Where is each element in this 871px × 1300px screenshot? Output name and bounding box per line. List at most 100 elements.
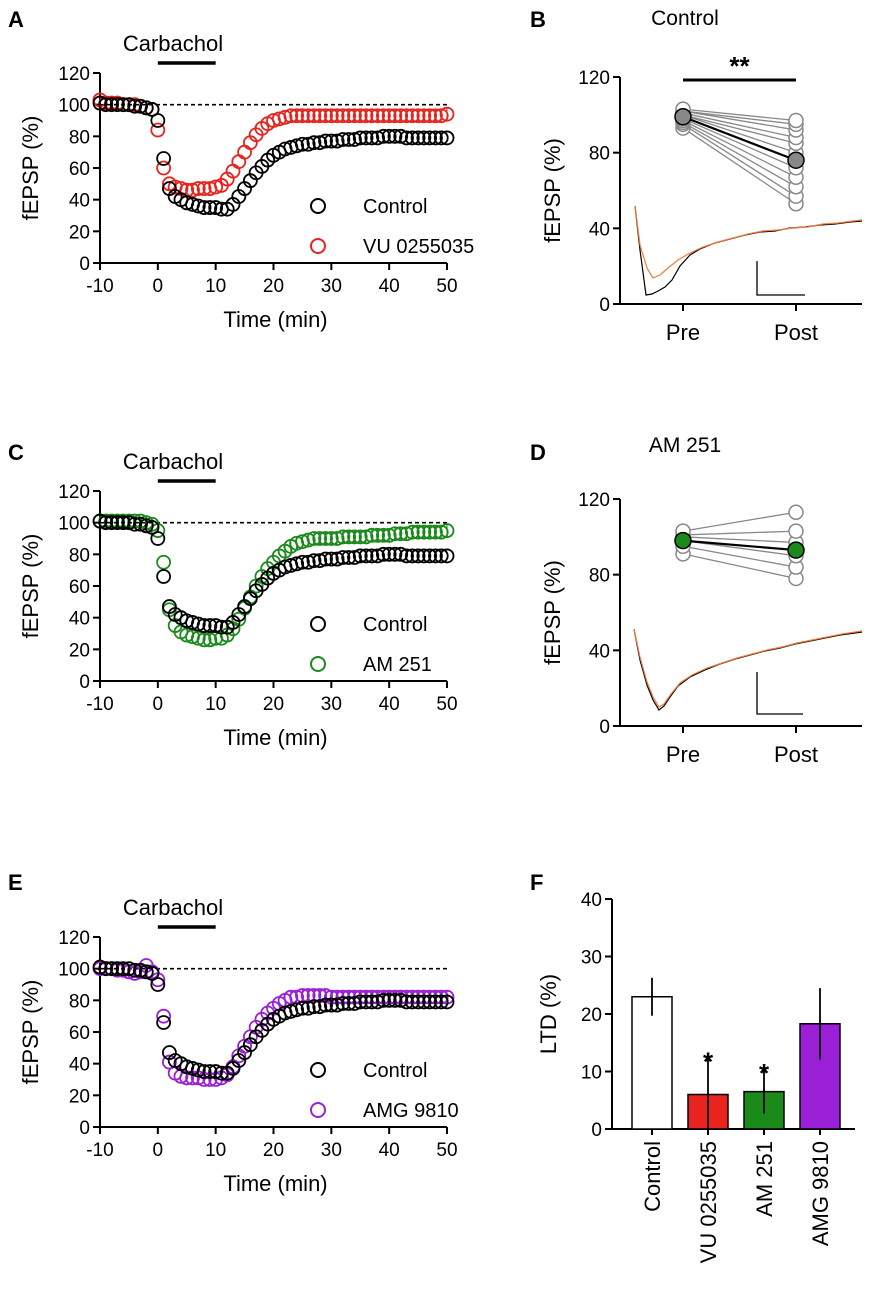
- y-tick-label: 120: [578, 68, 610, 89]
- data-point: [433, 130, 449, 146]
- y-tick-label: 40: [69, 609, 90, 630]
- legend-marker-drug: [310, 238, 326, 254]
- x-tick-label: 0: [153, 1140, 164, 1161]
- data-point: [439, 548, 455, 564]
- mean-point-pre: [674, 531, 692, 550]
- data-point: [358, 108, 374, 124]
- mean-line: [682, 115, 797, 162]
- data-point: [404, 108, 420, 124]
- data-point: [375, 546, 391, 562]
- x-tick-label: 20: [263, 276, 284, 297]
- data-point: [347, 108, 362, 124]
- data-point: [393, 108, 409, 124]
- data-point: [335, 132, 351, 147]
- y-tick-label: 40: [581, 890, 602, 911]
- paired-line: [682, 114, 797, 144]
- data-point: [115, 961, 131, 977]
- panel-letter-d: D: [530, 440, 546, 465]
- data-point: [237, 144, 252, 160]
- paired-line: [682, 123, 797, 197]
- data-point: [375, 128, 391, 144]
- data-point: [150, 531, 166, 546]
- legend-marker-control: [310, 1062, 326, 1078]
- data-point: [335, 996, 351, 1011]
- panel-letter-f: F: [530, 870, 543, 895]
- x-tick-label: 10: [205, 694, 226, 715]
- y-tick-label: 60: [69, 577, 90, 598]
- data-point: [416, 108, 432, 124]
- legend: Control VU 0255035: [310, 196, 474, 258]
- data-point: [381, 546, 397, 562]
- x-category-label: Post: [774, 742, 818, 767]
- data-point: [387, 108, 403, 124]
- data-point: [150, 113, 166, 128]
- data-point: [422, 108, 438, 124]
- data-point: [300, 1000, 316, 1016]
- data-point: [208, 200, 224, 215]
- inset-trace-post: [633, 628, 863, 708]
- y-tick-label: 0: [591, 1120, 602, 1141]
- series-control: [92, 95, 455, 217]
- data-point: [109, 515, 125, 531]
- legend-label-drug: AMG 9810: [363, 1100, 459, 1122]
- data-point: [138, 518, 154, 534]
- data-point: [329, 551, 345, 567]
- data-point: [364, 994, 380, 1010]
- data-point: [323, 551, 339, 567]
- x-category-label: AM 251: [752, 1141, 777, 1217]
- x-tick-label: -10: [86, 276, 113, 297]
- panel-d-title: AM 251: [649, 434, 721, 457]
- data-point: [92, 513, 108, 529]
- data-point: [92, 95, 108, 111]
- data-point: [329, 997, 345, 1013]
- y-tick-label: 100: [58, 96, 90, 117]
- y-tick-label: 10: [581, 1063, 602, 1084]
- y-tick-label: 40: [69, 191, 90, 212]
- x-tick-label: 40: [379, 276, 400, 297]
- legend-label-control: Control: [363, 614, 427, 636]
- data-point: [404, 524, 420, 540]
- data-point: [98, 97, 114, 113]
- data-point: [289, 108, 305, 124]
- y-axis-title: fEPSP (%): [540, 138, 565, 243]
- data-point: [190, 1062, 206, 1078]
- x-category-label: Post: [774, 320, 818, 345]
- data-point: [358, 548, 374, 564]
- data-point: [358, 130, 374, 146]
- data-point: [381, 992, 397, 1008]
- data-point: [300, 532, 316, 548]
- data-point: [196, 1064, 212, 1079]
- data-point: [156, 1008, 172, 1024]
- data-point: [138, 964, 154, 980]
- x-tick-label: 10: [205, 1140, 226, 1161]
- legend-marker-drug: [310, 1102, 326, 1118]
- data-point: [300, 136, 316, 152]
- y-axis-title: fEPSP (%): [18, 534, 43, 639]
- data-point: [295, 108, 310, 124]
- data-point: [399, 994, 414, 1010]
- data-point: [387, 992, 403, 1008]
- y-tick-label: 20: [69, 222, 90, 243]
- data-point: [323, 133, 339, 149]
- panel-letter-e: E: [8, 870, 23, 895]
- data-point: [138, 100, 154, 116]
- y-tick-label: 40: [589, 641, 610, 662]
- y-tick-label: 0: [599, 295, 610, 316]
- data-point: [306, 531, 322, 546]
- y-tick-label: 40: [589, 219, 610, 240]
- data-point: [312, 999, 328, 1015]
- data-point: [306, 553, 322, 569]
- data-point: [352, 529, 368, 545]
- data-point: [121, 961, 137, 977]
- y-tick-label: 60: [69, 159, 90, 180]
- x-tick-label: 50: [436, 276, 457, 297]
- legend-marker-drug: [310, 656, 326, 672]
- data-point: [370, 527, 386, 543]
- post-point: [788, 504, 804, 520]
- data-point: [150, 122, 166, 138]
- data-point: [352, 130, 368, 146]
- data-point: [98, 961, 114, 977]
- x-axis-title: Time (min): [223, 1171, 327, 1196]
